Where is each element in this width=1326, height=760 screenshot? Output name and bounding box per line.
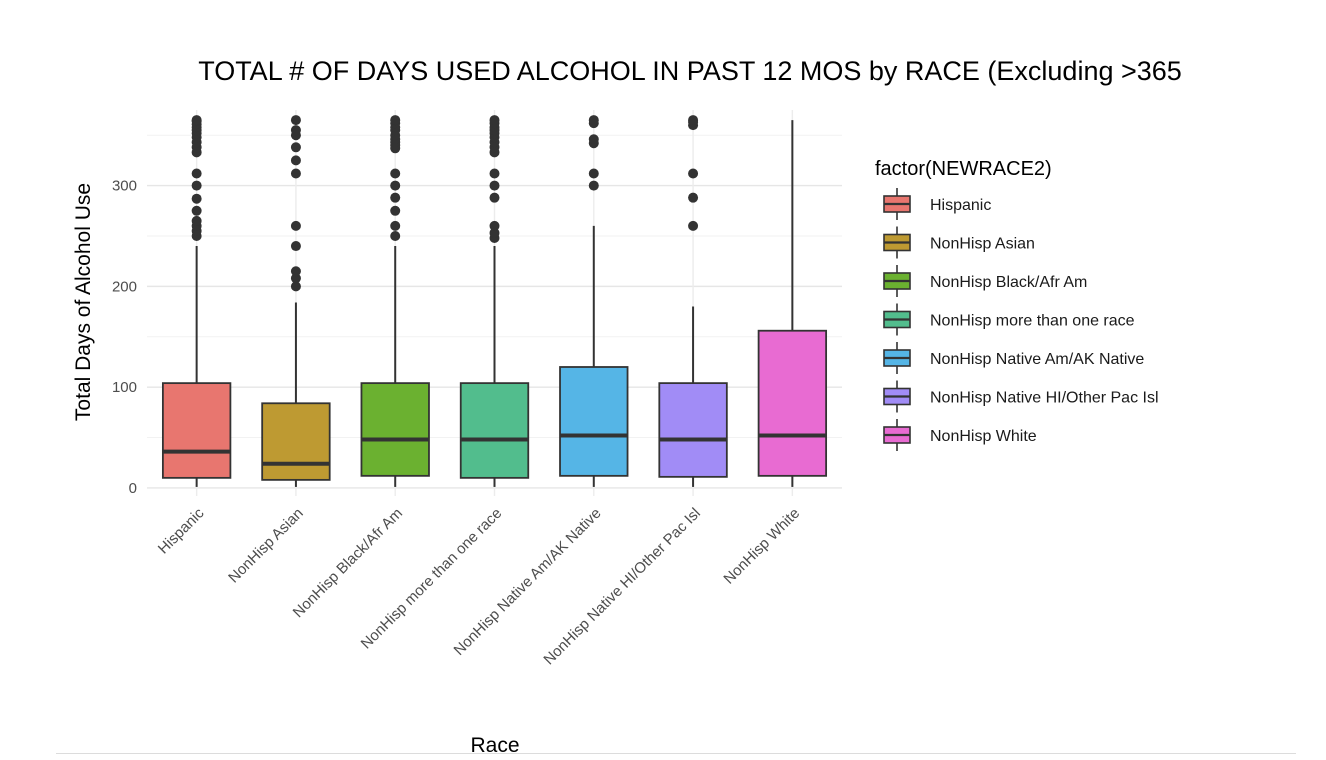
box (459, 382, 530, 479)
outlier-point (489, 180, 500, 191)
legend-item: NonHisp White (883, 419, 1037, 451)
outlier-point (588, 134, 599, 145)
legend-item: NonHisp Native HI/Other Pac Isl (883, 380, 1159, 413)
y-axis-title-group: Total Days of Alcohol Use (72, 183, 95, 421)
outlier-point (688, 220, 699, 231)
outlier-point (489, 227, 500, 238)
box-group (459, 115, 530, 487)
y-axis-ticks: 0 100 200 300 (112, 178, 137, 497)
outlier-point (290, 281, 301, 292)
x-tick-label: NonHisp Asian (225, 505, 307, 587)
outlier-point (688, 168, 699, 179)
outlier-point (390, 115, 401, 126)
legend-item: NonHisp Asian (883, 226, 1035, 259)
legend-item: NonHisp Black/Afr Am (883, 265, 1087, 297)
y-tick-label: 0 (129, 480, 137, 497)
chart-title: TOTAL # OF DAYS USED ALCOHOL IN PAST 12 … (198, 56, 1182, 86)
box-group (757, 120, 828, 487)
box (261, 402, 331, 481)
legend: factor(NEWRACE2) Hispanic NonHisp Asian No… (875, 158, 1159, 451)
outlier-point (290, 273, 301, 284)
box (360, 382, 430, 477)
box-group (360, 115, 430, 487)
outlier-point (489, 220, 500, 231)
legend-label: Hispanic (930, 197, 991, 214)
outlier-point (390, 180, 401, 191)
x-tick-label: NonHisp Native HI/Other Pac Isl (540, 505, 704, 669)
legend-item: NonHisp more than one race (883, 303, 1135, 336)
legend-label: NonHisp more than one race (930, 313, 1135, 330)
outlier-point (390, 192, 401, 203)
outlier-point (191, 180, 202, 191)
x-tick-label: NonHisp White (720, 505, 803, 588)
legend-label: NonHisp Asian (930, 236, 1035, 253)
outlier-point (290, 115, 301, 126)
box (559, 366, 629, 477)
outlier-point (390, 230, 401, 241)
divider-line (56, 753, 1296, 754)
y-tick-label: 200 (112, 278, 137, 295)
outlier-point (588, 168, 599, 179)
box-group (559, 115, 629, 487)
legend-title: factor(NEWRACE2) (875, 158, 1052, 180)
outlier-point (390, 168, 401, 179)
outlier-point (191, 215, 202, 226)
box (161, 382, 232, 479)
outlier-point (588, 115, 599, 126)
outlier-point (290, 241, 301, 252)
outlier-point (588, 180, 599, 191)
box-group (161, 115, 232, 487)
outlier-point (390, 220, 401, 231)
legend-label: NonHisp Native HI/Other Pac Isl (930, 390, 1159, 407)
outlier-point (191, 205, 202, 216)
plot-area (161, 115, 828, 487)
box (658, 382, 728, 478)
x-axis-title: Race (470, 734, 519, 757)
outlier-point (489, 115, 500, 126)
outlier-point (290, 220, 301, 231)
x-tick-label: NonHisp Black/Afr Am (290, 505, 406, 621)
box-group (261, 115, 331, 487)
outlier-point (191, 193, 202, 204)
box-group (658, 115, 728, 487)
outlier-point (489, 192, 500, 203)
y-tick-label: 300 (112, 178, 137, 195)
outlier-point (290, 125, 301, 136)
legend-label: NonHisp Native Am/AK Native (930, 351, 1144, 368)
legend-item: NonHisp Native Am/AK Native (883, 342, 1144, 374)
outlier-point (191, 168, 202, 179)
box (757, 329, 828, 477)
outlier-point (290, 155, 301, 166)
outlier-point (290, 168, 301, 179)
outlier-point (688, 192, 699, 203)
legend-label: NonHisp White (930, 428, 1037, 445)
y-axis-title: Total Days of Alcohol Use (72, 183, 95, 421)
x-tick-label: Hispanic (155, 504, 208, 557)
outlier-point (390, 205, 401, 216)
legend-item: Hispanic (883, 188, 991, 220)
outlier-point (191, 115, 202, 126)
outlier-point (290, 142, 301, 153)
outlier-point (290, 266, 301, 277)
outlier-point (489, 168, 500, 179)
y-tick-label: 100 (112, 379, 137, 396)
legend-label: NonHisp Black/Afr Am (930, 274, 1087, 291)
outlier-point (688, 115, 699, 126)
